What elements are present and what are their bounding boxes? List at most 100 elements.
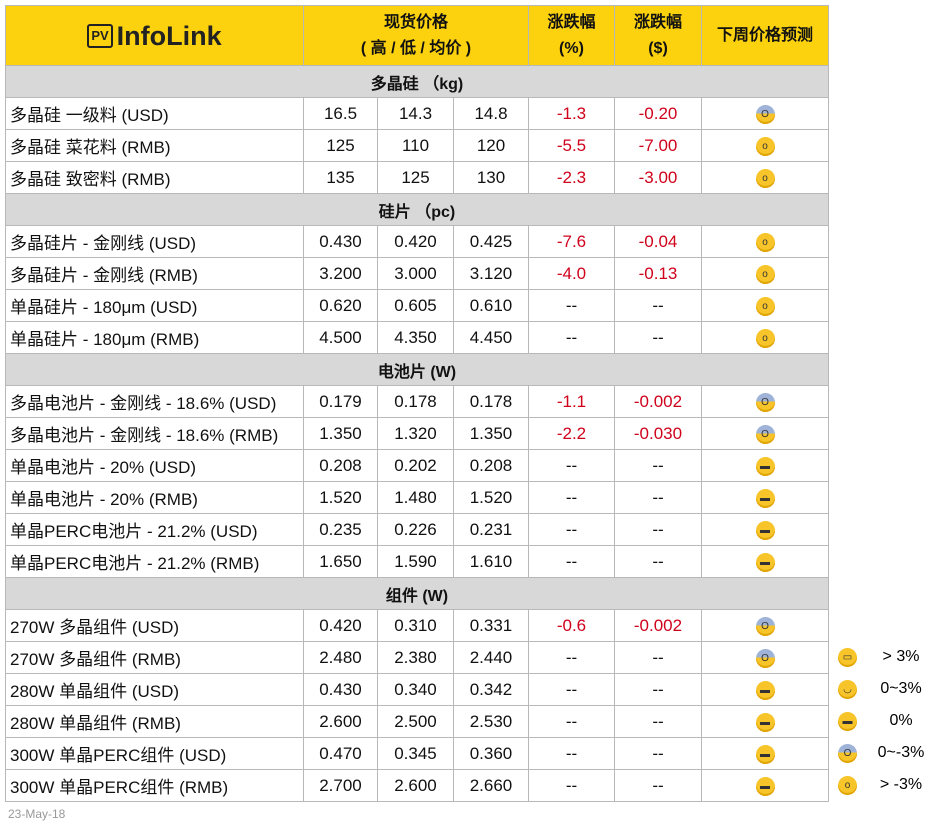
price-low: 14.3 — [377, 97, 454, 130]
legend-item: O 0~-3% — [838, 737, 938, 769]
scream-emoji-icon: O — [755, 104, 775, 124]
change-pct: -2.3 — [528, 161, 615, 194]
forecast-header: 下周价格预测 — [701, 5, 829, 66]
price-avg: 14.8 — [453, 97, 529, 130]
header-row: PV InfoLink 现货价格( 高 / 低 / 均价 ) 涨跌幅 (%) 涨跌幅… — [5, 5, 829, 66]
change-pct: -5.5 — [528, 129, 615, 162]
change-usd: -- — [614, 481, 702, 514]
table-row: 280W 单晶组件 (USD) 0.430 0.340 0.342 -- -- ▬ — [5, 673, 829, 706]
product-name: 多晶硅 致密料 (RMB) — [5, 161, 304, 194]
logo: PV InfoLink — [5, 5, 304, 66]
price-high: 4.500 — [303, 321, 378, 354]
price-avg: 0.231 — [453, 513, 529, 546]
change-usd: -0.04 — [614, 225, 702, 258]
price-high: 0.235 — [303, 513, 378, 546]
astonished-emoji-icon: o — [755, 136, 775, 156]
price-low: 3.000 — [377, 257, 454, 290]
forecast: O — [701, 417, 829, 450]
grin-emoji-icon: ▭ — [838, 647, 857, 667]
change-pct: -- — [528, 449, 615, 482]
product-name: 单晶电池片 - 20% (USD) — [5, 449, 304, 482]
product-name: 多晶硅 一级料 (USD) — [5, 97, 304, 130]
forecast: ▬ — [701, 481, 829, 514]
scream-emoji-icon: O — [838, 743, 857, 763]
section-row: 电池片 (W) — [5, 353, 829, 386]
product-name: 多晶硅 菜花料 (RMB) — [5, 129, 304, 162]
section-row: 硅片 （pc) — [5, 193, 829, 226]
legend-text: > -3% — [879, 776, 923, 793]
price-avg: 120 — [453, 129, 529, 162]
product-name: 单晶硅片 - 180μm (RMB) — [5, 321, 304, 354]
change-usd: -7.00 — [614, 129, 702, 162]
price-avg: 2.440 — [453, 641, 529, 674]
price-avg: 3.120 — [453, 257, 529, 290]
product-name: 280W 单晶组件 (RMB) — [5, 705, 304, 738]
price-high: 1.520 — [303, 481, 378, 514]
change-pct: -- — [528, 289, 615, 322]
product-name: 单晶电池片 - 20% (RMB) — [5, 481, 304, 514]
price-table: PV InfoLink 现货价格( 高 / 低 / 均价 ) 涨跌幅 (%) 涨跌幅… — [5, 5, 829, 802]
section-row: 组件 (W) — [5, 577, 829, 610]
price-low: 0.340 — [377, 673, 454, 706]
sunglasses-emoji-icon: ▬ — [838, 711, 857, 731]
price-high: 0.430 — [303, 225, 378, 258]
price-high: 0.430 — [303, 673, 378, 706]
legend-item: o > -3% — [838, 769, 938, 801]
forecast: ▬ — [701, 449, 829, 482]
table-row: 多晶硅片 - 金刚线 (RMB) 3.200 3.000 3.120 -4.0 -0.13… — [5, 257, 829, 290]
price-avg: 2.530 — [453, 705, 529, 738]
change-pct: -- — [528, 673, 615, 706]
change-pct: -2.2 — [528, 417, 615, 450]
product-name: 多晶硅片 - 金刚线 (RMB) — [5, 257, 304, 290]
change-usd: -- — [614, 513, 702, 546]
sunglasses-emoji-icon: ▬ — [755, 488, 775, 508]
price-high: 2.600 — [303, 705, 378, 738]
product-name: 280W 单晶组件 (USD) — [5, 673, 304, 706]
forecast: O — [701, 97, 829, 130]
price-high: 3.200 — [303, 257, 378, 290]
price-high: 0.470 — [303, 737, 378, 770]
sunglasses-emoji-icon: ▬ — [755, 456, 775, 476]
change-pct: -- — [528, 737, 615, 770]
price-low: 1.590 — [377, 545, 454, 578]
section-title: 多晶硅 （kg) — [5, 65, 829, 98]
table-row: 单晶硅片 - 180μm (USD) 0.620 0.605 0.610 -- -- o — [5, 289, 829, 322]
change-usd: -0.030 — [614, 417, 702, 450]
price-low: 0.226 — [377, 513, 454, 546]
price-low: 4.350 — [377, 321, 454, 354]
price-avg: 0.610 — [453, 289, 529, 322]
table-row: 多晶电池片 - 金刚线 - 18.6% (USD) 0.179 0.178 0.178… — [5, 385, 829, 418]
change-pct: -1.1 — [528, 385, 615, 418]
price-high: 0.620 — [303, 289, 378, 322]
change-pct-header: 涨跌幅 (%) — [528, 5, 615, 66]
forecast: o — [701, 321, 829, 354]
change-usd: -- — [614, 769, 702, 802]
price-low: 0.310 — [377, 609, 454, 642]
forecast: O — [701, 609, 829, 642]
price-avg: 4.450 — [453, 321, 529, 354]
astonished-emoji-icon: o — [755, 232, 775, 252]
section-row: 多晶硅 （kg) — [5, 65, 829, 98]
astonished-emoji-icon: o — [755, 328, 775, 348]
product-name: 多晶电池片 - 金刚线 - 18.6% (RMB) — [5, 417, 304, 450]
price-high: 1.650 — [303, 545, 378, 578]
price-avg: 1.610 — [453, 545, 529, 578]
table-row: 单晶PERC电池片 - 21.2% (USD) 0.235 0.226 0.231 --… — [5, 513, 829, 546]
change-usd: -0.002 — [614, 609, 702, 642]
table-row: 单晶硅片 - 180μm (RMB) 4.500 4.350 4.450 -- -- o — [5, 321, 829, 354]
forecast: o — [701, 289, 829, 322]
price-low: 2.380 — [377, 641, 454, 674]
price-low: 1.320 — [377, 417, 454, 450]
price-high: 16.5 — [303, 97, 378, 130]
product-name: 270W 多晶组件 (RMB) — [5, 641, 304, 674]
price-avg: 0.331 — [453, 609, 529, 642]
change-usd: -- — [614, 289, 702, 322]
astonished-emoji-icon: o — [755, 296, 775, 316]
forecast: o — [701, 225, 829, 258]
change-usd-header: 涨跌幅 ($) — [614, 5, 702, 66]
forecast: ▬ — [701, 769, 829, 802]
forecast: ▬ — [701, 673, 829, 706]
change-pct: -4.0 — [528, 257, 615, 290]
table-row: 单晶电池片 - 20% (RMB) 1.520 1.480 1.520 -- -- ▬ — [5, 481, 829, 514]
table-row: 300W 单晶PERC组件 (USD) 0.470 0.345 0.360 -- -- ▬ — [5, 737, 829, 770]
